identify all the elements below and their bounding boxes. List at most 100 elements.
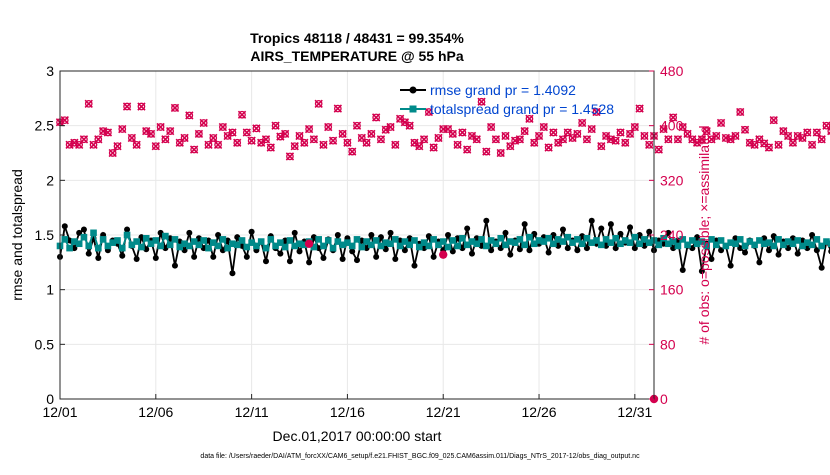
totalspread-marker bbox=[526, 233, 533, 241]
obs-possible-marker bbox=[242, 128, 251, 137]
totalspread-marker bbox=[751, 241, 758, 249]
obs-assimilated-marker bbox=[70, 138, 79, 147]
totalspread-marker bbox=[339, 241, 346, 249]
obs-possible-marker bbox=[463, 145, 472, 154]
totalspread-marker bbox=[392, 236, 399, 243]
obs-assimilated-marker bbox=[257, 138, 266, 147]
obs-assimilated-marker bbox=[491, 135, 501, 144]
obs-assimilated-marker bbox=[530, 138, 539, 147]
totalspread-marker bbox=[717, 237, 725, 244]
totalspread-marker bbox=[598, 241, 605, 249]
totalspread-marker bbox=[324, 237, 332, 244]
obs-assimilated-marker bbox=[736, 107, 745, 117]
totalspread-marker bbox=[679, 236, 687, 243]
obs-assimilated-marker bbox=[482, 147, 491, 156]
obs-assimilated-marker bbox=[472, 135, 481, 144]
y2-tick-label: 320 bbox=[660, 172, 684, 188]
x-tick-label: 12/21 bbox=[426, 404, 461, 420]
totalspread-marker bbox=[569, 239, 576, 246]
legend-spread-marker bbox=[409, 105, 417, 113]
obs-assimilated-marker bbox=[702, 126, 711, 136]
x-tick-labels: 12/01 12/06 12/11 12/16 12/21 12/26 12/31 bbox=[42, 404, 652, 420]
obs-possible-marker bbox=[635, 104, 644, 113]
totalspread-marker bbox=[684, 241, 691, 249]
y-tick-label: 2.5 bbox=[35, 118, 55, 134]
rmse-marker bbox=[708, 256, 715, 263]
obs-possible-marker bbox=[271, 121, 280, 130]
obs-possible-marker bbox=[147, 130, 155, 138]
totalspread-marker bbox=[478, 236, 485, 243]
obs-assimilated-marker bbox=[280, 129, 290, 139]
obs-possible-marker bbox=[60, 116, 69, 125]
obs-assimilated-marker bbox=[812, 128, 822, 137]
x-axis-label: Dec.01,2017 00:00:00 start bbox=[273, 428, 442, 444]
obs-assimilated-marker bbox=[429, 143, 438, 152]
totalspread-marker bbox=[521, 241, 528, 249]
obs-possible-marker bbox=[717, 119, 725, 127]
rmse-marker bbox=[291, 229, 298, 236]
obs-assimilated-marker bbox=[520, 126, 529, 136]
rmse-marker bbox=[607, 221, 614, 228]
totalspread-marker bbox=[516, 236, 524, 243]
totalspread-marker bbox=[425, 242, 433, 250]
obs-possible-marker bbox=[506, 142, 515, 151]
obs-assimilated-marker bbox=[419, 135, 429, 144]
obs-assimilated-marker bbox=[707, 135, 716, 144]
totalspread-marker bbox=[435, 241, 442, 249]
rmse-marker bbox=[262, 258, 269, 265]
totalspread-marker bbox=[123, 231, 131, 239]
obs-assimilated-marker bbox=[395, 114, 405, 123]
obs-possible-marker bbox=[108, 149, 117, 157]
obs-assimilated-marker bbox=[400, 118, 410, 127]
obs-possible-marker bbox=[563, 128, 572, 137]
totalspread-marker bbox=[66, 244, 73, 252]
obs-assimilated-marker bbox=[664, 135, 673, 144]
obs-assimilated-marker bbox=[185, 111, 194, 120]
totalspread-marker bbox=[200, 237, 208, 244]
totalspread-marker bbox=[564, 233, 572, 241]
obs-possible-marker bbox=[444, 125, 452, 133]
obs-possible-marker bbox=[669, 113, 678, 122]
totalspread-marker bbox=[315, 236, 322, 243]
obs-assimilated-marker bbox=[525, 114, 534, 123]
rmse-marker bbox=[818, 264, 825, 271]
obs-assimilated-marker bbox=[79, 135, 89, 144]
obs-possible-marker bbox=[803, 128, 812, 137]
obs-assimilated-marker bbox=[448, 129, 457, 139]
y2-tick-label: 160 bbox=[660, 282, 684, 298]
totalspread-marker bbox=[372, 237, 380, 244]
totalspread-marker bbox=[454, 242, 461, 250]
obs-possible-marker bbox=[80, 135, 88, 144]
totalspread-marker bbox=[487, 237, 495, 244]
obs-assimilated-marker bbox=[328, 136, 338, 145]
obs-assimilated-marker bbox=[295, 131, 304, 141]
obs-possible-marker bbox=[118, 125, 127, 133]
obs-possible-marker bbox=[659, 125, 668, 133]
obs-possible-marker bbox=[611, 136, 620, 145]
rmse-marker bbox=[133, 256, 140, 263]
obs-possible-marker bbox=[420, 135, 428, 144]
obs-assimilated-marker bbox=[276, 132, 285, 141]
obs-possible-marker bbox=[94, 135, 103, 144]
obs-possible-marker bbox=[453, 140, 462, 149]
obs-assimilated-marker bbox=[146, 129, 156, 139]
obs-assimilated-marker bbox=[252, 124, 261, 133]
totalspread-marker bbox=[746, 238, 754, 245]
obs-assimilated-marker bbox=[539, 122, 548, 132]
rmse-marker bbox=[124, 226, 131, 233]
obs-assimilated-marker bbox=[199, 118, 208, 128]
rmse-marker bbox=[387, 229, 394, 236]
totalspread-marker bbox=[693, 240, 701, 248]
rmse-marker bbox=[80, 226, 87, 233]
obs-possible-marker bbox=[698, 135, 706, 144]
totalspread-marker bbox=[281, 243, 289, 251]
rmse-marker bbox=[95, 254, 102, 261]
obs-assimilated-marker bbox=[338, 129, 347, 139]
obs-possible-marker bbox=[357, 134, 366, 142]
rmse-marker bbox=[229, 270, 236, 277]
obs-assimilated-marker bbox=[827, 126, 830, 136]
obs-possible-marker bbox=[377, 135, 385, 144]
totalspread-marker bbox=[415, 243, 423, 251]
totalspread-marker bbox=[358, 243, 366, 251]
